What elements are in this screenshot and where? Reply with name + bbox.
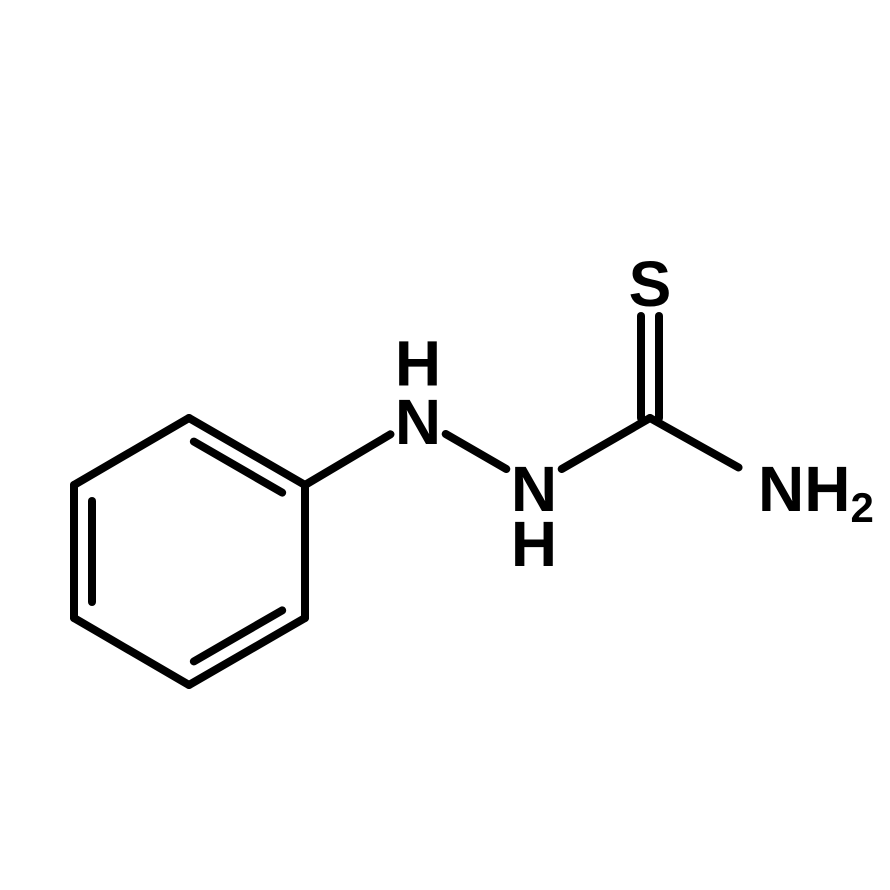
atom-label-s: S [629, 248, 672, 320]
atom-h-below-n2: H [511, 508, 557, 580]
atom-h-above-n1: H [395, 328, 441, 400]
atom-label-nh2: NH2 [758, 453, 874, 531]
chemical-structure-diagram: NHNHSNH2 [0, 0, 890, 890]
